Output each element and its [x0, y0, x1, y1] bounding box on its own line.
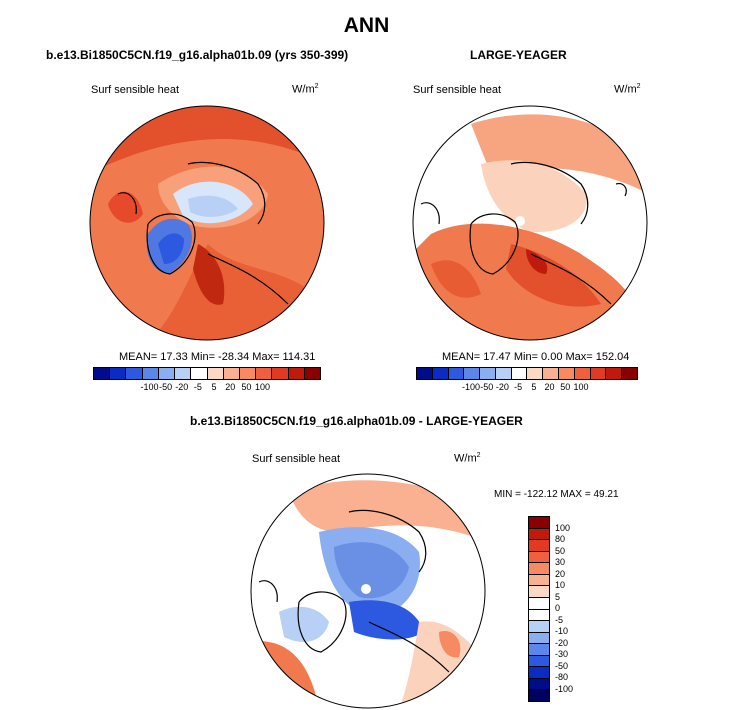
left-polar-map — [89, 105, 325, 341]
colorbar-tick-label: -50 — [555, 660, 569, 671]
colorbar-swatch — [529, 667, 549, 679]
right-stats: MEAN= 17.47 Min= 0.00 Max= 152.04 — [442, 351, 630, 363]
colorbar-swatch — [606, 368, 623, 379]
colorbar-swatch — [432, 368, 449, 379]
colorbar-tick-label: -50 — [159, 382, 173, 392]
colorbar-swatch — [529, 678, 549, 691]
colorbar-swatch — [448, 368, 465, 379]
colorbar-swatch — [529, 563, 549, 575]
colorbar-swatch — [495, 368, 512, 379]
colorbar-tick-label: 50 — [241, 382, 252, 392]
colorbar-tick-label: 100 — [573, 382, 589, 392]
colorbar-swatch — [126, 368, 143, 379]
colorbar-tick-label: 20 — [555, 568, 566, 579]
right-colorbar-ticks: -100 -50 -20 -5 5 20 50 100 — [416, 382, 638, 394]
colorbar-tick-label: 50 — [560, 382, 571, 392]
colorbar-swatch — [529, 632, 549, 645]
colorbar-tick-label: 30 — [555, 557, 566, 567]
colorbar-tick-label: -20 — [175, 382, 189, 392]
colorbar-swatch — [529, 690, 549, 701]
colorbar-swatch — [574, 368, 591, 379]
diff-polar-map — [250, 473, 486, 709]
left-panel-title: b.e13.Bi1850C5CN.f19_g16.alpha01b.09 (yr… — [46, 48, 349, 62]
colorbar-swatch — [464, 368, 481, 379]
colorbar-tick-label: 50 — [555, 545, 566, 556]
colorbar-swatch — [304, 368, 321, 379]
diff-panel-title: b.e13.Bi1850C5CN.f19_g16.alpha01b.09 - L… — [190, 414, 523, 428]
colorbar-tick-label: -10 — [555, 626, 569, 636]
left-variable-label: Surf sensible heat — [91, 84, 180, 96]
colorbar-swatch — [256, 368, 273, 379]
diff-stats: MIN = -122.12 MAX = 49.21 — [494, 489, 619, 500]
colorbar-swatch — [529, 540, 549, 552]
colorbar-swatch — [590, 368, 607, 379]
colorbar-swatch — [529, 551, 549, 564]
colorbar-tick-label: -20 — [555, 637, 569, 648]
right-polar-map — [412, 105, 648, 341]
colorbar-tick-label: 5 — [211, 382, 217, 392]
colorbar-tick-label: 20 — [544, 382, 555, 392]
colorbar-swatch — [529, 586, 549, 598]
colorbar-swatch — [511, 368, 528, 379]
colorbar-swatch — [559, 368, 575, 379]
colorbar-swatch — [207, 368, 224, 379]
colorbar-swatch — [529, 528, 549, 541]
colorbar-tick-label: -5 — [193, 382, 202, 392]
colorbar-tick-label: 5 — [531, 382, 537, 392]
colorbar-swatch — [191, 368, 208, 379]
right-panel-title: LARGE-YEAGER — [470, 48, 567, 62]
left-colorbar — [93, 367, 321, 380]
colorbar-swatch — [480, 368, 496, 379]
colorbar-swatch — [543, 368, 560, 379]
diff-colorbar — [528, 516, 550, 702]
colorbar-swatch — [529, 574, 549, 587]
colorbar-swatch — [529, 644, 549, 656]
colorbar-swatch — [529, 597, 549, 610]
colorbar-tick-label: -80 — [555, 672, 569, 682]
colorbar-swatch — [158, 368, 176, 379]
colorbar-tick-label: 5 — [555, 591, 561, 602]
colorbar-tick-label: -100 — [555, 683, 574, 694]
colorbar-swatch — [223, 368, 240, 379]
figure-title: ANN — [343, 14, 390, 37]
colorbar-swatch — [239, 368, 257, 379]
diff-colorbar-ticks: 100 80 50 30 20 10 5 0 -5 -10 -20 -30 -50 -80 -100 — [555, 516, 595, 700]
diff-units-label: W/m2 — [454, 452, 481, 465]
colorbar-swatch — [529, 609, 549, 622]
colorbar-tick-label: -30 — [555, 649, 569, 659]
colorbar-swatch — [622, 368, 637, 379]
colorbar-tick-label: -100 — [140, 382, 159, 392]
colorbar-tick-label: 100 — [254, 382, 271, 392]
colorbar-tick-label: -5 — [555, 614, 564, 625]
colorbar-tick-label: 100 — [555, 522, 571, 533]
colorbar-swatch — [529, 621, 549, 633]
colorbar-tick-label: -20 — [495, 382, 509, 392]
colorbar-swatch — [175, 368, 192, 379]
colorbar-swatch — [94, 368, 111, 379]
colorbar-swatch — [417, 368, 433, 379]
colorbar-tick-label: -50 — [480, 382, 494, 392]
diff-variable-label: Surf sensible heat — [252, 453, 341, 465]
right-colorbar — [416, 367, 638, 380]
right-variable-label: Surf sensible heat — [413, 84, 502, 96]
left-units-label: W/m2 — [292, 83, 319, 96]
colorbar-swatch — [288, 368, 305, 379]
left-colorbar-ticks: -100 -50 -20 -5 5 20 50 100 — [93, 382, 321, 394]
colorbar-tick-label: 0 — [555, 603, 561, 613]
colorbar-tick-label: -100 — [461, 382, 481, 392]
colorbar-tick-label: -5 — [514, 382, 523, 392]
colorbar-swatch — [142, 368, 159, 379]
colorbar-swatch — [529, 517, 549, 529]
colorbar-swatch — [527, 368, 544, 379]
colorbar-tick-label: 20 — [225, 382, 236, 392]
colorbar-tick-label: 80 — [555, 534, 566, 544]
colorbar-swatch — [529, 655, 549, 668]
right-units-label: W/m2 — [614, 83, 641, 96]
colorbar-swatch — [110, 368, 127, 379]
colorbar-swatch — [272, 368, 289, 379]
left-stats: MEAN= 17.33 Min= -28.34 Max= 114.31 — [119, 351, 316, 363]
colorbar-tick-label: 10 — [555, 580, 566, 590]
